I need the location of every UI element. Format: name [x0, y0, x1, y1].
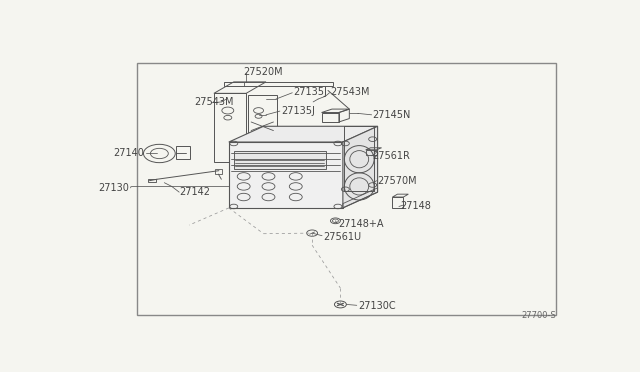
Text: 27520M: 27520M: [244, 67, 284, 77]
Polygon shape: [229, 142, 343, 208]
Bar: [234, 151, 326, 169]
Text: 27142: 27142: [179, 187, 210, 197]
Bar: [214, 93, 246, 162]
Text: 27148+A: 27148+A: [338, 219, 383, 229]
Bar: [248, 95, 277, 159]
Text: 27135J: 27135J: [281, 106, 315, 116]
Text: 27130C: 27130C: [358, 301, 396, 311]
Text: 27543M: 27543M: [194, 97, 234, 107]
Bar: [176, 146, 189, 159]
Text: 27700-S: 27700-S: [522, 311, 556, 320]
Bar: [148, 179, 156, 182]
Text: 27561U: 27561U: [323, 231, 361, 241]
Text: 27135J: 27135J: [293, 87, 327, 97]
Bar: [215, 169, 222, 174]
Polygon shape: [229, 126, 378, 142]
Bar: [392, 197, 403, 208]
Text: 27561R: 27561R: [372, 151, 410, 161]
Text: 27140: 27140: [114, 148, 145, 158]
Text: 27543M: 27543M: [330, 87, 370, 97]
Text: 27148: 27148: [400, 202, 431, 211]
Bar: [137, 63, 556, 315]
Bar: [365, 150, 376, 155]
Text: 27130: 27130: [99, 183, 129, 193]
Text: 27145N: 27145N: [372, 110, 411, 120]
Polygon shape: [343, 126, 378, 208]
Text: 27570M: 27570M: [378, 176, 417, 186]
Bar: [321, 112, 339, 122]
